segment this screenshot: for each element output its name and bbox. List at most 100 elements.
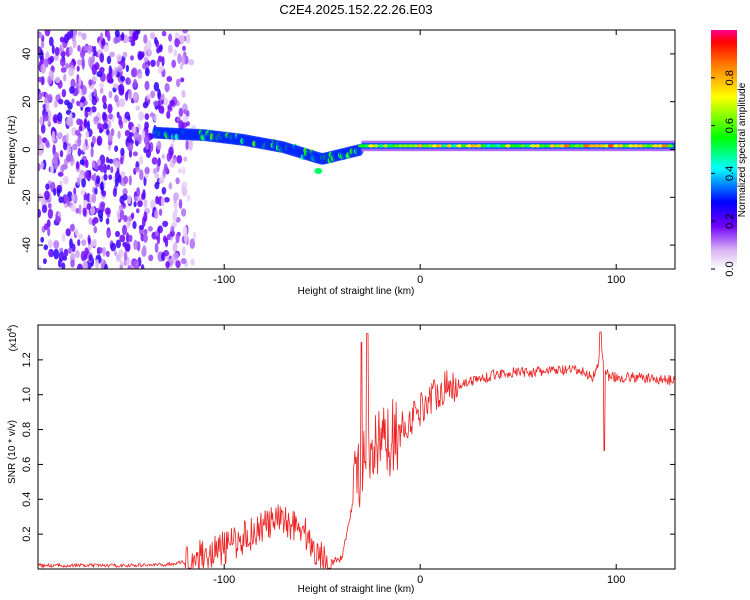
noise-blob (91, 160, 96, 169)
noise-blob (110, 166, 114, 174)
noise-blob (102, 102, 108, 110)
noise-blob (123, 175, 129, 185)
colorbar-ticks: 0.0 0.2 0.4 0.6 0.8 (711, 70, 736, 277)
band-blob (475, 144, 483, 148)
band-blob (519, 144, 527, 148)
noise-blob (158, 105, 165, 114)
noise-blob (182, 45, 186, 52)
noise-blob (172, 157, 177, 164)
noise-blob (123, 250, 128, 262)
noise-blob (141, 130, 146, 138)
noise-blob (144, 80, 150, 91)
noise-blob (85, 106, 91, 112)
noise-blob (176, 155, 183, 164)
noise-blob (150, 90, 156, 99)
noise-blob (153, 81, 160, 92)
noise-blob (53, 100, 58, 108)
noise-blob (66, 145, 72, 156)
noise-blob (173, 192, 178, 204)
noise-blob (88, 56, 93, 68)
band-blob (544, 144, 552, 148)
band-blob (446, 144, 454, 148)
noise-blob (81, 32, 87, 41)
band-blob (593, 144, 601, 148)
noise-blob (44, 30, 51, 37)
snr-multiplier-base: (x10 (8, 331, 19, 351)
noise-blob (60, 50, 66, 58)
noise-blob (77, 239, 81, 247)
noise-blob (83, 199, 88, 209)
noise-blob (98, 247, 104, 254)
noise-blob (77, 147, 82, 157)
noise-blob (90, 241, 97, 248)
band-blob (651, 144, 659, 148)
noise-blob (175, 232, 180, 244)
noise-blob (69, 86, 75, 94)
noise-blob (114, 30, 120, 38)
noise-blob (131, 67, 138, 78)
noise-blob (154, 37, 158, 45)
noise-blob (133, 78, 138, 88)
noise-blob (156, 140, 162, 151)
band-blob (490, 144, 498, 148)
noise-blob (102, 95, 107, 104)
noise-blob (157, 68, 162, 74)
colorbar: 0.0 0.2 0.4 0.6 0.8 Normalized spectral ampl… (711, 30, 748, 277)
noise-blob (173, 49, 178, 57)
noise-blob (178, 199, 183, 209)
noise-blob (117, 130, 121, 139)
snr-x-ticks: -100 0 100 (213, 325, 625, 586)
band-blob (372, 144, 380, 148)
noise-blob (118, 119, 122, 126)
noise-blob (66, 154, 71, 162)
noise-blob (138, 111, 144, 121)
noise-blob (47, 202, 52, 209)
noise-blob (168, 33, 173, 42)
noise-blob (85, 159, 89, 169)
noise-blob (91, 218, 96, 227)
noise-blob (39, 115, 44, 126)
noise-blob (150, 32, 156, 40)
band-blob (598, 144, 605, 148)
noise-blob (38, 209, 41, 218)
noise-blob (47, 93, 53, 104)
noise-blob (71, 98, 75, 104)
noise-blob (192, 231, 197, 241)
band-blob (647, 144, 654, 148)
noise-blob (164, 197, 170, 203)
noise-blob (119, 98, 126, 108)
noise-blob (133, 259, 139, 269)
noise-blob (38, 32, 43, 39)
band-blob (637, 144, 645, 148)
band-blob (539, 144, 547, 148)
band-blob (377, 144, 385, 148)
noise-blob (41, 204, 48, 214)
noise-blob (153, 100, 159, 107)
noise-blob (102, 122, 108, 130)
noise-blob (93, 172, 97, 182)
noise-blob (115, 230, 120, 238)
noise-blob (142, 245, 147, 253)
noise-blob (136, 208, 140, 214)
noise-blob (122, 187, 128, 197)
noise-blob (51, 44, 55, 55)
noise-blob (108, 158, 114, 164)
noise-blob (91, 193, 97, 204)
noise-blob (99, 165, 105, 173)
noise-blob (75, 250, 80, 259)
noise-blob (169, 229, 175, 237)
noise-blob (166, 110, 171, 119)
noise-blob (76, 65, 80, 72)
colorbar-label: Normalized spectral amplitude (737, 82, 748, 217)
noise-blob (153, 114, 157, 122)
noise-blob (38, 134, 42, 145)
noise-blob (142, 101, 149, 109)
noise-blob (65, 63, 70, 69)
noise-blob (93, 226, 98, 234)
noise-blob (91, 64, 97, 76)
noise-blob (164, 237, 169, 248)
noise-blob (81, 56, 85, 68)
band-blob (392, 144, 400, 148)
noise-blob (63, 203, 68, 209)
noise-blob (80, 189, 86, 196)
